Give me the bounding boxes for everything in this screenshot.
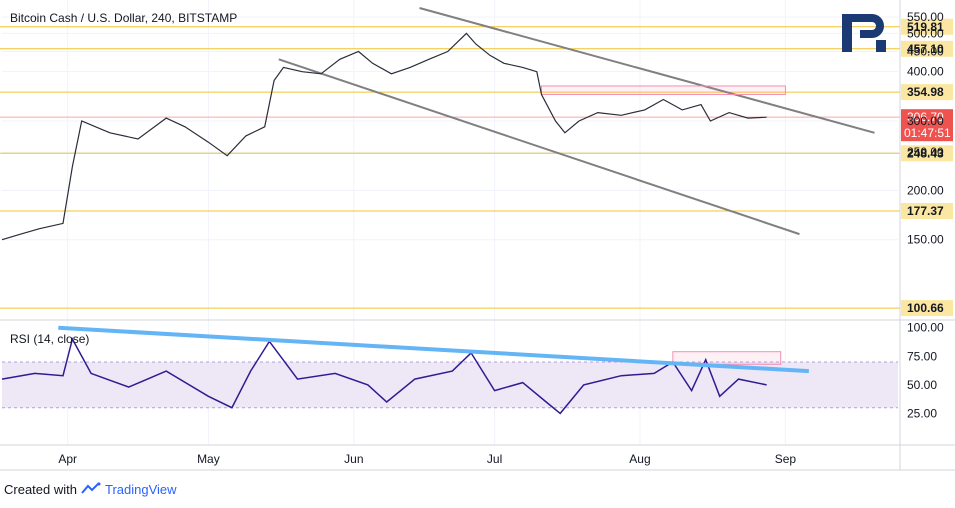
x-tick-label: Aug [629, 452, 650, 466]
rsi-label: RSI (14, close) [10, 332, 89, 346]
brand-logo-icon [840, 10, 888, 61]
tradingview-link[interactable]: TradingView [104, 482, 177, 497]
price-series [1, 32, 767, 241]
level-label: 354.98 [907, 85, 944, 99]
countdown-label: 01:47:51 [904, 126, 951, 140]
resistance-zone [540, 85, 786, 96]
current-price-badge [901, 109, 953, 142]
price-tick-label: 500.00 [907, 26, 944, 40]
price-tick-label: 400.00 [907, 65, 944, 79]
level-lines: 519.81 457.10 354.98 248.43 177.37 100.66 306.… [0, 18, 953, 317]
level-label: 519.81 [907, 20, 944, 34]
channel-line [278, 58, 800, 236]
level-label: 457.10 [907, 42, 944, 56]
footer: Created with TradingView [4, 482, 177, 497]
rsi-tick-label: 25.00 [907, 406, 937, 420]
channel-lines [278, 7, 875, 236]
rsi-zone [672, 351, 782, 365]
level-badge [901, 300, 953, 317]
level-label: 100.66 [907, 301, 944, 315]
price-tick-label: 450.00 [907, 44, 944, 58]
x-tick-label: Jun [344, 452, 363, 466]
x-tick-label: Jul [487, 452, 502, 466]
price-tick-label: 250.00 [907, 145, 944, 159]
channel-line [419, 7, 875, 134]
zones [540, 85, 786, 96]
level-label: 177.37 [907, 204, 944, 218]
level-badge [901, 203, 953, 220]
price-tick-label: 300.00 [907, 114, 944, 128]
rsi-panel [1, 325, 898, 415]
current-price-label: 306.70 [907, 110, 944, 124]
chart-title: Bitcoin Cash / U.S. Dollar, 240, BITSTAM… [10, 11, 237, 25]
rsi-tick-label: 50.00 [907, 378, 937, 392]
tradingview-icon [81, 482, 101, 497]
price-tick-label: 200.00 [907, 183, 944, 197]
footer-prefix: Created with [4, 482, 77, 497]
rsi-trendline [58, 325, 809, 374]
x-tick-label: Apr [58, 452, 77, 466]
level-badge [901, 18, 953, 35]
axes: Apr May Jun Jul Aug Sep 550.00 500.00 450.00 400.… [0, 0, 955, 471]
rsi-tick-label: 75.00 [907, 349, 937, 363]
price-line [1, 32, 767, 241]
x-tick-label: May [197, 452, 220, 466]
rsi-tick-label: 100.00 [907, 321, 944, 335]
grid [2, 0, 898, 445]
x-tick-label: Sep [775, 452, 797, 466]
level-badge [901, 40, 953, 57]
price-tick-label: 550.00 [907, 10, 944, 24]
level-label: 248.43 [907, 146, 944, 160]
level-badge [901, 145, 953, 162]
price-tick-label: 150.00 [907, 233, 944, 247]
level-badge [901, 84, 953, 101]
